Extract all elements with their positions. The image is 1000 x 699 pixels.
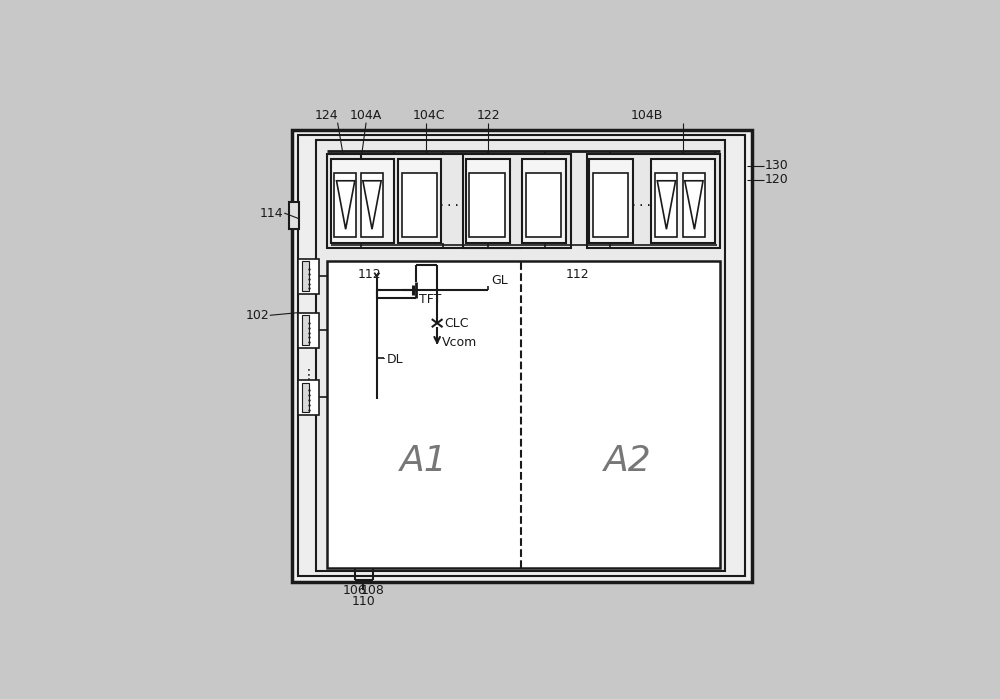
Text: 104B: 104B <box>631 108 663 122</box>
Text: 130: 130 <box>764 159 788 172</box>
Text: 106: 106 <box>343 584 367 598</box>
Text: A1: A1 <box>400 444 448 477</box>
Bar <box>302 382 309 412</box>
Text: 112: 112 <box>358 268 382 282</box>
Bar <box>655 173 677 237</box>
Bar <box>334 173 356 237</box>
Bar <box>298 312 319 347</box>
Bar <box>361 173 383 237</box>
Bar <box>683 173 705 237</box>
Text: ⋮: ⋮ <box>302 368 315 382</box>
Text: A2: A2 <box>604 444 652 477</box>
Text: 122: 122 <box>476 108 500 122</box>
Bar <box>316 140 725 571</box>
Bar <box>522 159 566 243</box>
Bar <box>651 159 715 243</box>
Bar <box>298 135 745 577</box>
Text: 110: 110 <box>352 596 375 608</box>
Text: ...: ... <box>438 196 461 209</box>
Bar <box>589 159 633 243</box>
Bar <box>289 202 299 229</box>
Bar <box>402 173 437 237</box>
Bar <box>302 261 309 291</box>
Bar <box>466 159 510 243</box>
Text: 124: 124 <box>315 108 339 122</box>
Bar <box>469 173 505 237</box>
Text: 120: 120 <box>764 173 788 186</box>
Text: 108: 108 <box>361 584 384 598</box>
Bar <box>292 129 752 582</box>
Bar <box>463 154 571 248</box>
Text: TFT: TFT <box>419 293 442 305</box>
Text: 114: 114 <box>260 207 284 219</box>
Bar <box>331 159 394 243</box>
Text: 112: 112 <box>565 268 589 282</box>
Text: 104A: 104A <box>350 108 382 122</box>
Bar <box>398 159 441 243</box>
Text: ...: ... <box>630 196 653 209</box>
Text: GL: GL <box>491 275 508 287</box>
Bar <box>587 154 720 248</box>
Text: CLC: CLC <box>444 317 469 330</box>
Bar <box>298 380 319 415</box>
Bar <box>298 259 319 294</box>
Text: 102: 102 <box>245 309 269 322</box>
Bar <box>526 173 561 237</box>
Text: DL: DL <box>387 353 404 366</box>
Text: 104C: 104C <box>413 108 445 122</box>
Text: Vcom: Vcom <box>441 336 477 349</box>
Bar <box>302 315 309 345</box>
Bar <box>593 173 628 237</box>
Bar <box>327 261 720 568</box>
Bar <box>327 154 521 248</box>
